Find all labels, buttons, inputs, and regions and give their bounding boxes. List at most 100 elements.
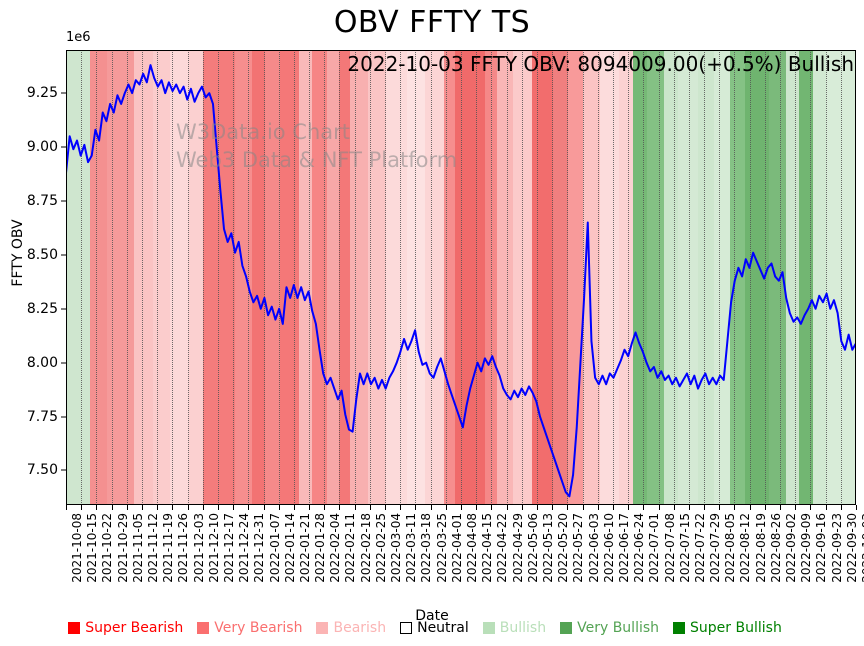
x-tick-label: 2022-04-22 xyxy=(495,513,510,583)
sentiment-band xyxy=(812,50,826,505)
sentiment-band xyxy=(496,50,514,505)
x-tick-label: 2022-07-29 xyxy=(708,513,723,583)
y-tick-label: 9.25 xyxy=(26,85,58,102)
x-tick-mark xyxy=(810,505,812,510)
legend-item[interactable]: Super Bullish xyxy=(673,620,782,636)
x-tick-label: 2021-10-22 xyxy=(100,513,115,583)
y-tick-mark xyxy=(61,254,66,256)
sentiment-band xyxy=(646,50,665,505)
y-tick-mark xyxy=(61,362,66,364)
legend-label: Very Bullish xyxy=(577,620,660,636)
x-tick-label: 2022-08-26 xyxy=(768,513,783,583)
x-tick-label: 2022-07-22 xyxy=(692,513,707,583)
legend-swatch-icon xyxy=(197,622,210,634)
sentiment-band xyxy=(66,50,91,505)
sentiment-band xyxy=(90,50,108,505)
y-tick-mark xyxy=(61,416,66,418)
x-tick-label: 2021-10-29 xyxy=(115,513,130,583)
sentiment-band xyxy=(799,50,813,505)
y-tick-label: 8.75 xyxy=(26,192,58,209)
x-tick-label: 2021-10-08 xyxy=(70,513,84,583)
x-tick-mark xyxy=(217,505,219,510)
sentiment-band xyxy=(265,50,281,505)
x-tick-label: 2022-06-03 xyxy=(586,513,601,583)
y-axis-label: FFTY OBV xyxy=(10,219,26,287)
page-title: OBV FFTY TS xyxy=(333,5,531,40)
x-tick-label: 2021-11-19 xyxy=(161,513,176,583)
y-tick-mark xyxy=(61,308,66,310)
x-tick-label: 2021-11-12 xyxy=(145,513,160,583)
x-tick-mark xyxy=(749,505,751,510)
x-tick-mark xyxy=(476,505,478,510)
plot-area: W3Data.io Chart Web3 Data & NFT Platform xyxy=(66,50,856,505)
obv-line-series xyxy=(66,50,856,505)
x-tick-mark xyxy=(673,505,675,510)
sentiment-band xyxy=(713,50,730,505)
x-tick-label: 2022-01-07 xyxy=(267,513,282,583)
legend-swatch-icon xyxy=(673,622,686,634)
x-tick-label: 2022-03-04 xyxy=(389,513,404,583)
x-tick-label: 2022-08-12 xyxy=(738,513,753,583)
x-tick-mark xyxy=(582,505,584,510)
x-tick-label: 2022-06-24 xyxy=(632,513,647,583)
y-tick-mark xyxy=(61,200,66,202)
x-tick-label: 2022-02-25 xyxy=(373,513,388,583)
legend-item[interactable]: Bullish xyxy=(482,620,546,636)
x-tick-mark xyxy=(339,505,341,510)
x-tick-mark xyxy=(567,505,569,510)
x-tick-label: 2022-04-29 xyxy=(510,513,525,583)
sentiment-band xyxy=(619,50,634,505)
y-tick-mark xyxy=(61,469,66,471)
x-tick-label: 2022-09-30 xyxy=(844,513,859,583)
x-tick-mark xyxy=(400,505,402,510)
x-tick-label: 2021-12-03 xyxy=(191,513,206,583)
x-tick-mark xyxy=(719,505,721,510)
x-tick-label: 2022-02-04 xyxy=(328,513,343,583)
x-tick-label: 2022-04-08 xyxy=(465,513,479,583)
x-tick-mark xyxy=(324,505,326,510)
x-tick-mark xyxy=(795,505,797,510)
sentiment-band xyxy=(729,50,746,505)
legend-item[interactable]: Very Bullish xyxy=(560,620,659,636)
x-tick-label: 2022-07-08 xyxy=(662,513,677,583)
y-tick-mark xyxy=(61,146,66,148)
x-tick-mark xyxy=(445,505,447,510)
x-tick-mark xyxy=(202,505,204,510)
x-tick-mark xyxy=(81,505,83,510)
x-tick-label: 2022-09-16 xyxy=(814,513,829,583)
x-tick-mark xyxy=(704,505,706,510)
x-tick-label: 2022-05-13 xyxy=(540,513,555,583)
sentiment-band xyxy=(385,50,408,505)
x-tick-label: 2022-05-20 xyxy=(556,513,571,583)
sentiment-band xyxy=(484,50,497,505)
y-tick-label: 8.00 xyxy=(26,354,58,371)
sentiment-band xyxy=(425,50,444,505)
legend-item[interactable]: Very Bearish xyxy=(197,620,302,636)
x-tick-label: 2021-11-05 xyxy=(130,513,145,583)
legend-swatch-icon xyxy=(68,622,81,634)
x-tick-label: 2022-05-06 xyxy=(525,513,540,583)
sentiment-band xyxy=(235,50,253,505)
x-tick-mark xyxy=(354,505,356,510)
x-tick-mark xyxy=(780,505,782,510)
x-tick-mark xyxy=(643,505,645,510)
x-tick-label: 2022-02-18 xyxy=(358,513,373,583)
x-tick-label: 2022-02-11 xyxy=(343,513,358,583)
x-tick-mark xyxy=(263,505,265,510)
sentiment-band xyxy=(745,50,770,505)
x-tick-mark xyxy=(612,505,614,510)
x-tick-mark xyxy=(172,505,174,510)
legend-item[interactable]: Neutral xyxy=(400,620,469,636)
sentiment-band xyxy=(678,50,698,505)
x-tick-mark xyxy=(278,505,280,510)
x-tick-label: 2022-03-25 xyxy=(434,513,449,583)
legend-label: Super Bearish xyxy=(85,620,184,636)
legend-swatch-icon xyxy=(560,622,573,634)
legend-item[interactable]: Super Bearish xyxy=(68,620,183,636)
x-tick-label: 2022-01-21 xyxy=(297,513,312,583)
x-tick-mark xyxy=(536,505,538,510)
legend-item[interactable]: Bearish xyxy=(316,620,386,636)
x-tick-label: 2022-03-11 xyxy=(404,513,419,583)
legend-label: Neutral xyxy=(417,620,469,636)
x-tick-label: 2022-04-01 xyxy=(449,513,464,583)
